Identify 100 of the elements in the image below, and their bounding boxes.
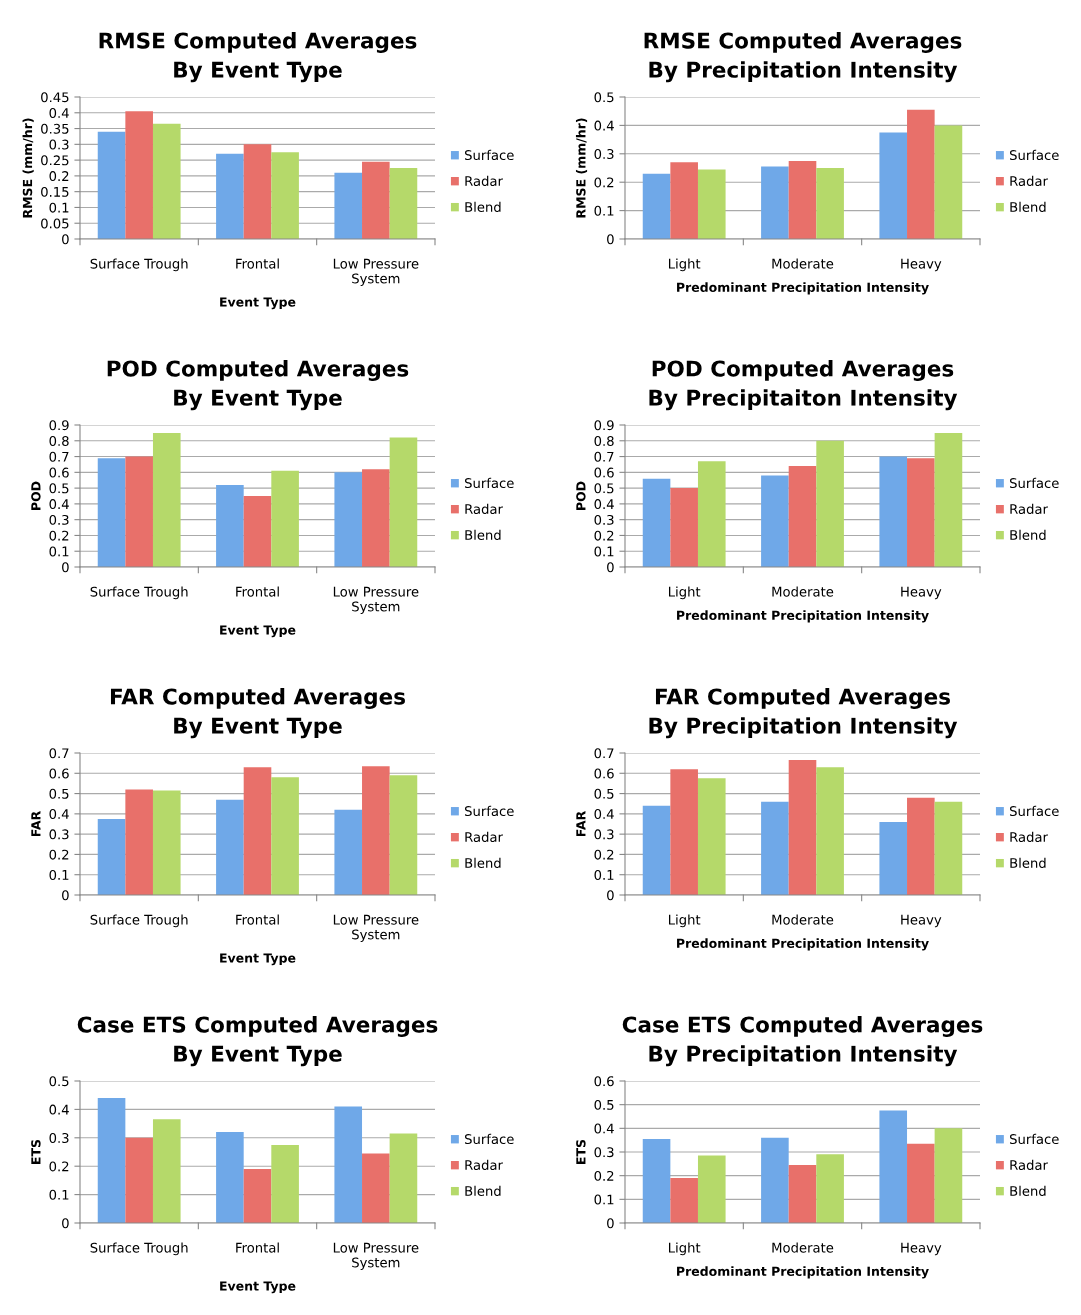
bar: [788, 466, 817, 567]
bar: [152, 790, 181, 895]
bar: [879, 1110, 908, 1223]
y-tick-label: 0.5: [594, 788, 614, 799]
legend-label: Surface: [1009, 1133, 1059, 1145]
bar: [243, 496, 272, 567]
x-tick-label: Low Pressure System: [333, 258, 419, 286]
y-tick-label: 0.2: [49, 1161, 69, 1172]
bar: [907, 458, 935, 567]
x-tick-label: Frontal: [236, 586, 279, 597]
bar: [642, 805, 671, 895]
y-tick-label: 0.4: [594, 809, 614, 820]
y-axis-title: ETS: [576, 1139, 586, 1164]
bar: [243, 1169, 272, 1223]
bar: [934, 125, 963, 239]
y-tick-label: 0.2: [594, 530, 614, 541]
y-tick-label: 0: [62, 562, 69, 573]
legend-label: Radar: [1010, 1159, 1048, 1171]
bar: [816, 440, 844, 567]
y-tick-label: 0.45: [41, 92, 69, 103]
legend-label: Blend: [1010, 201, 1046, 212]
x-tick-label: Surface Trough: [90, 586, 188, 600]
bar: [216, 484, 244, 567]
bar: [125, 1137, 153, 1223]
bar: [642, 1138, 671, 1223]
x-tick-label: Heavy: [901, 258, 942, 272]
y-tick-label: 0.9: [49, 420, 69, 431]
chart-title: Case ETS Computed Averages By Event Type: [77, 1016, 438, 1067]
y-tick-label: 0.3: [594, 149, 614, 159]
chart-title: POD Computed Averages By Precipitaiton Intensity: [649, 360, 958, 411]
x-tick-label: Surface Trough: [90, 258, 188, 272]
x-tick-label: Moderate: [772, 258, 834, 269]
bar: [670, 488, 698, 567]
chart-title: FAR Computed Averages By Precipitation Intensity: [649, 688, 958, 739]
bar: [97, 131, 126, 239]
bar: [934, 1128, 963, 1223]
x-axis-title: Predominant Precipitation Intensity: [677, 1266, 929, 1279]
y-tick-label: 0.05: [41, 218, 69, 229]
legend-label: Radar: [465, 1159, 503, 1171]
y-tick-label: 0.7: [594, 748, 614, 759]
chart-title: POD Computed Averages By Event Type: [107, 360, 409, 411]
x-tick-label: Heavy: [901, 1242, 942, 1256]
bar: [934, 801, 963, 895]
bar: [97, 458, 126, 567]
x-tick-label: Low Pressure System: [333, 914, 419, 942]
y-tick-label: 0: [607, 562, 614, 573]
chart-title: RMSE Computed Averages By Event Type: [99, 32, 417, 83]
x-tick-label: Frontal: [236, 914, 279, 925]
bar: [788, 760, 817, 895]
y-tick-label: 0.5: [594, 1099, 614, 1110]
legend-label: Surface: [1009, 149, 1059, 161]
y-tick-label: 0.3: [594, 829, 614, 840]
y-tick-label: 0.5: [49, 483, 69, 494]
y-tick-label: 0.3: [49, 829, 69, 840]
y-tick-label: 0.1: [49, 869, 69, 880]
legend-label: Radar: [465, 831, 503, 843]
bar: [816, 168, 844, 239]
y-tick-label: 0.4: [49, 108, 69, 118]
y-tick-label: 0.6: [49, 768, 69, 779]
x-tick-label: Light: [669, 258, 701, 272]
legend-label: Radar: [1010, 175, 1048, 187]
y-tick-label: 0.1: [594, 205, 614, 216]
x-tick-label: Surface Trough: [90, 1242, 188, 1256]
legend-label: Blend: [465, 857, 501, 868]
legend-label: Blend: [465, 201, 501, 212]
legend-label: Surface: [464, 1133, 514, 1145]
bar: [362, 1153, 390, 1223]
y-tick-label: 0.3: [49, 514, 69, 525]
y-tick-label: 0.1: [49, 202, 69, 213]
y-tick-label: 0.5: [594, 483, 614, 494]
legend-label: Blend: [465, 1185, 501, 1196]
y-tick-label: 0: [62, 234, 69, 245]
bar: [389, 168, 418, 239]
bar: [334, 172, 363, 239]
x-tick-label: Low Pressure System: [333, 1242, 419, 1270]
legend-label: Radar: [1010, 503, 1048, 515]
y-tick-label: 0: [607, 1218, 614, 1229]
chart-title: Case ETS Computed Averages By Precipitation Intensity: [622, 1016, 983, 1067]
y-tick-label: 0: [607, 890, 614, 901]
bar: [389, 437, 418, 567]
bar: [816, 1154, 844, 1223]
bar: [125, 456, 153, 567]
bar: [761, 475, 789, 567]
x-tick-label: Moderate: [772, 586, 834, 597]
y-axis-title: RMSE (mm/hr): [22, 118, 34, 218]
y-tick-label: 0.2: [594, 849, 614, 860]
x-tick-label: Frontal: [236, 1242, 279, 1253]
bar: [152, 123, 181, 239]
bar: [788, 160, 817, 239]
y-tick-label: 0.7: [594, 451, 614, 462]
bar: [243, 767, 272, 895]
y-tick-label: 0.25: [41, 155, 69, 166]
y-axis-title: ETS: [31, 1139, 41, 1164]
bar: [389, 1133, 418, 1223]
bar: [907, 109, 935, 239]
x-axis-title: Predominant Precipitation Intensity: [677, 610, 929, 623]
x-tick-label: Light: [669, 1242, 701, 1256]
bar: [907, 797, 935, 895]
bar: [907, 1143, 935, 1223]
bar: [879, 132, 908, 239]
